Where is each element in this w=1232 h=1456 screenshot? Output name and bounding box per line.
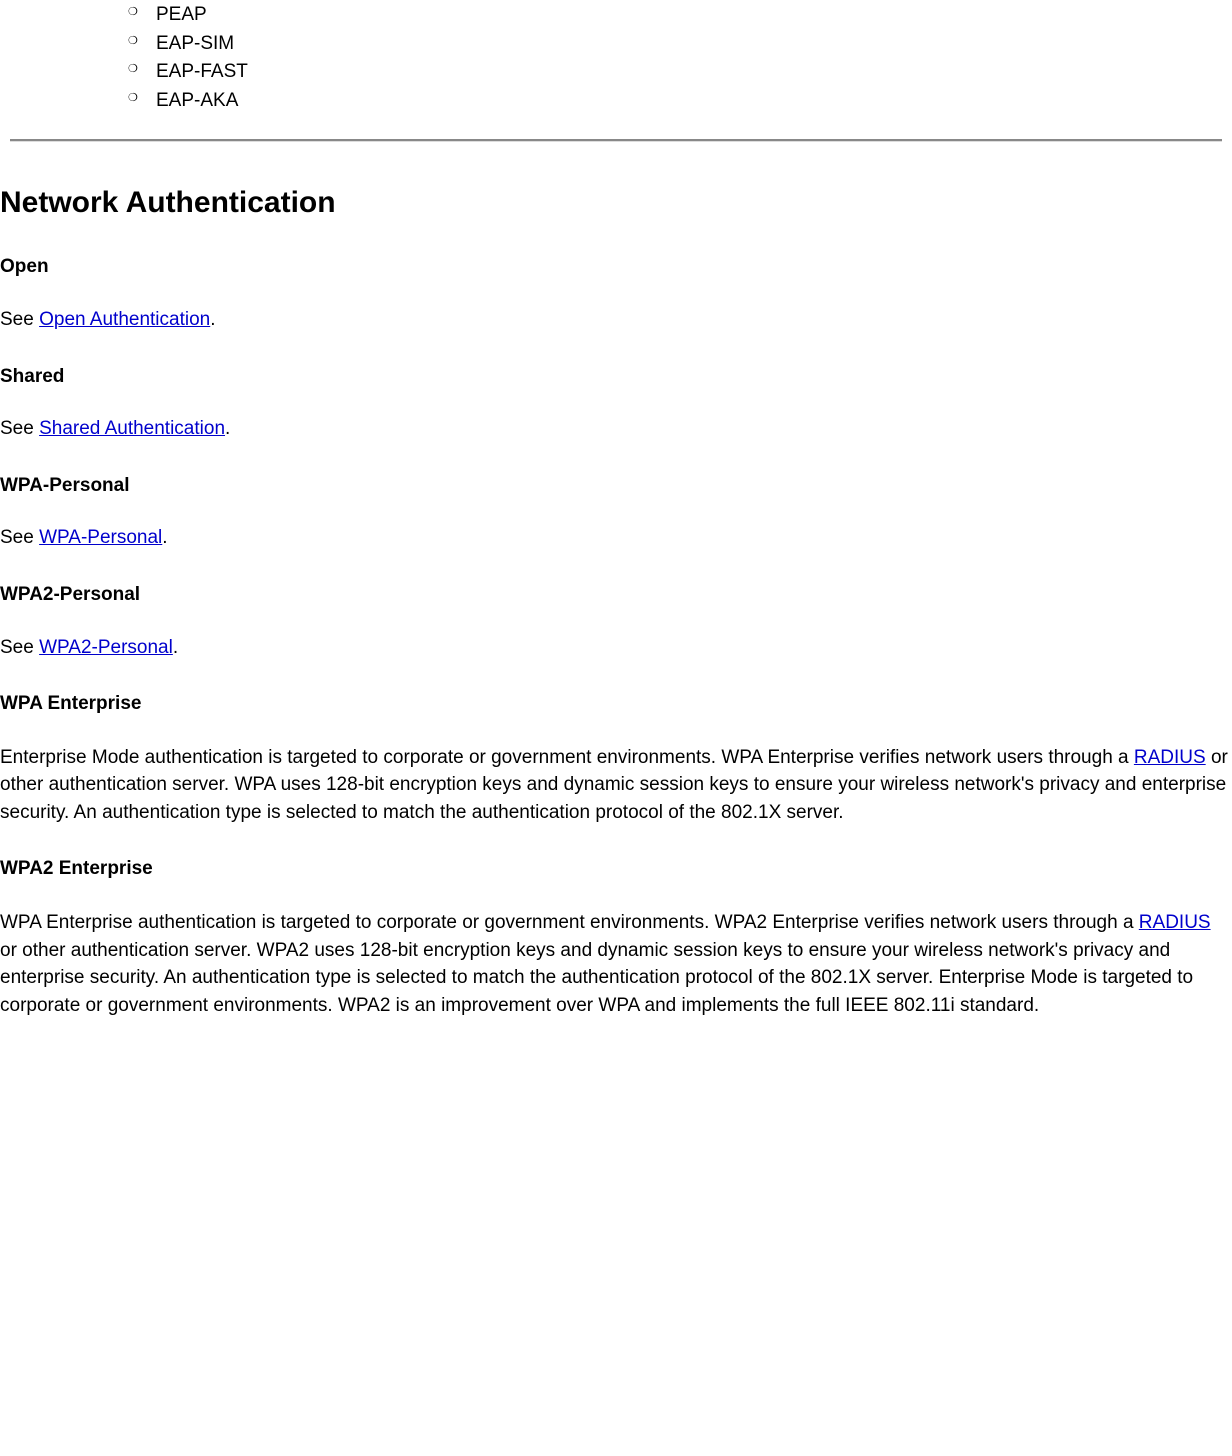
list-item: EAP-AKA xyxy=(128,88,1232,115)
open-paragraph: See Open Authentication. xyxy=(0,307,1232,334)
eap-sublist: PEAP EAP-SIM EAP-FAST EAP-AKA xyxy=(0,2,1232,114)
open-authentication-link[interactable]: Open Authentication xyxy=(39,309,210,330)
text-after: or other authentication server. WPA2 use… xyxy=(0,940,1193,1016)
list-item: PEAP xyxy=(128,2,1232,29)
text-prefix: See xyxy=(0,637,39,658)
shared-paragraph: See Shared Authentication. xyxy=(0,416,1232,443)
wpa2-enterprise-paragraph: WPA Enterprise authentication is targete… xyxy=(0,909,1232,1019)
text-suffix: . xyxy=(162,527,167,548)
text-before: Enterprise Mode authentication is target… xyxy=(0,747,1134,768)
list-item: EAP-SIM xyxy=(128,31,1232,58)
wpa-enterprise-paragraph: Enterprise Mode authentication is target… xyxy=(0,744,1232,827)
shared-authentication-link[interactable]: Shared Authentication xyxy=(39,418,225,439)
section-title: Network Authentication xyxy=(0,182,1232,224)
wpa2-personal-paragraph: See WPA2-Personal. xyxy=(0,635,1232,662)
text-prefix: See xyxy=(0,309,39,330)
text-prefix: See xyxy=(0,418,39,439)
document-content: PEAP EAP-SIM EAP-FAST EAP-AKA Network Au… xyxy=(0,2,1232,1069)
list-item: EAP-FAST xyxy=(128,59,1232,86)
text-suffix: . xyxy=(225,418,230,439)
wpa-enterprise-heading: WPA Enterprise xyxy=(0,691,1232,718)
text-suffix: . xyxy=(173,637,178,658)
wpa-personal-paragraph: See WPA-Personal. xyxy=(0,525,1232,552)
text-prefix: See xyxy=(0,527,39,548)
wpa-personal-link[interactable]: WPA-Personal xyxy=(39,527,162,548)
wpa2-enterprise-heading: WPA2 Enterprise xyxy=(0,856,1232,883)
radius-link[interactable]: RADIUS xyxy=(1139,912,1211,933)
text-before: WPA Enterprise authentication is targete… xyxy=(0,912,1139,933)
section-divider xyxy=(10,139,1222,142)
wpa-personal-heading: WPA-Personal xyxy=(0,473,1232,500)
wpa2-personal-link[interactable]: WPA2-Personal xyxy=(39,637,173,658)
shared-heading: Shared xyxy=(0,364,1232,391)
text-suffix: . xyxy=(210,309,215,330)
radius-link[interactable]: RADIUS xyxy=(1134,747,1206,768)
open-heading: Open xyxy=(0,254,1232,281)
wpa2-personal-heading: WPA2-Personal xyxy=(0,582,1232,609)
